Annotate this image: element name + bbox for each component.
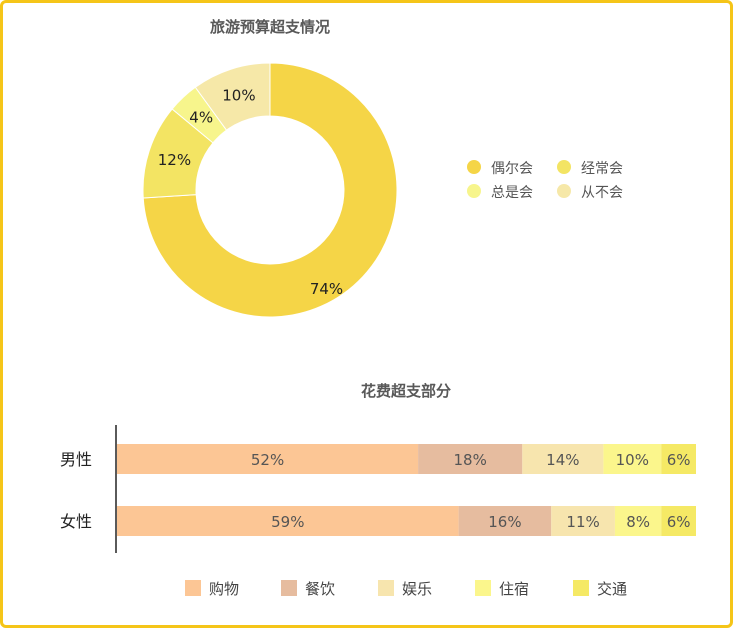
bar-value-label: 6%	[667, 451, 691, 469]
bar-value-label: 52%	[251, 451, 284, 469]
legend-marker	[467, 184, 481, 198]
legend-label: 住宿	[499, 580, 529, 598]
donut-slice-3	[194, 62, 271, 131]
donut-value-label: 74%	[310, 280, 343, 298]
donut-title: 旅游预算超支情况	[210, 18, 330, 36]
legend-label: 经常会	[581, 161, 623, 177]
bar-segment	[661, 444, 696, 474]
legend-marker	[281, 580, 297, 596]
donut-value-label: 4%	[189, 109, 213, 127]
bar-value-label: 59%	[271, 513, 304, 531]
bar-value-label: 18%	[454, 451, 487, 469]
bar-legend: 购物 餐饮 娱乐 住宿 交通	[185, 580, 627, 598]
bar-segment	[117, 506, 459, 536]
bar-value-label: 11%	[566, 513, 599, 531]
bar-title: 花费超支部分	[361, 382, 451, 400]
legend-marker	[557, 184, 571, 198]
legend-marker	[557, 160, 571, 174]
donut-value-label: 12%	[158, 151, 191, 169]
bar-segment	[418, 444, 523, 474]
legend-label: 购物	[209, 580, 239, 598]
bar-segment	[458, 506, 552, 536]
donut-chart: 74% 12% 4% 10%	[142, 62, 398, 318]
legend-label: 餐饮	[305, 580, 335, 598]
legend-marker	[573, 580, 589, 596]
bar-value-label: 6%	[667, 513, 691, 531]
legend-label: 交通	[597, 580, 627, 598]
legend-marker	[185, 580, 201, 596]
bar-segment	[522, 444, 604, 474]
donut-slice-0	[142, 62, 398, 318]
bar-segment	[117, 444, 419, 474]
legend-marker	[467, 160, 481, 174]
bar-segment	[603, 444, 662, 474]
bar-segment	[551, 506, 615, 536]
y-tick-label: 女性	[60, 512, 92, 531]
donut-value-label: 10%	[222, 86, 255, 104]
bar-value-label: 16%	[488, 513, 521, 531]
bar-segment	[661, 506, 696, 536]
legend-label: 娱乐	[402, 580, 432, 598]
bar-segment	[614, 506, 662, 536]
legend-marker	[475, 580, 491, 596]
legend-marker	[378, 580, 394, 596]
legend-label: 偶尔会	[491, 161, 533, 177]
legend-label: 总是会	[491, 185, 533, 201]
bar-value-label: 10%	[616, 451, 649, 469]
legend-label: 从不会	[581, 185, 623, 201]
bar-value-label: 14%	[546, 451, 579, 469]
y-tick-label: 男性	[60, 450, 92, 469]
bar-value-label: 8%	[626, 513, 650, 531]
stacked-bar-chart: 男性 52% 18% 14% 10% 6% 女性 59% 16% 11% 8% 6%	[60, 425, 696, 553]
